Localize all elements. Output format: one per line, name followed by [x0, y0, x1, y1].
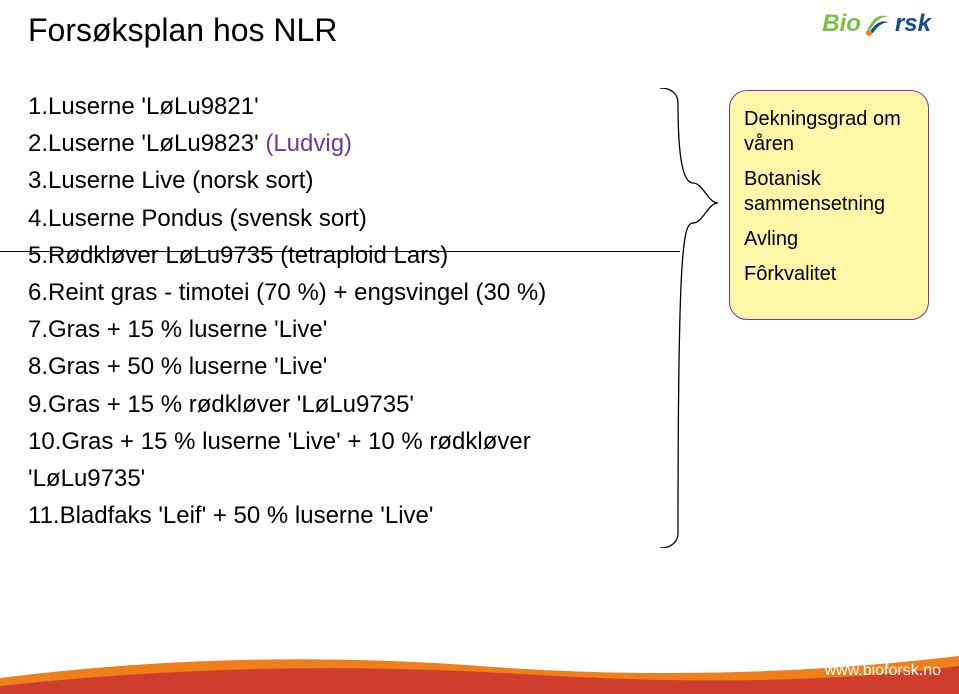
- item-prefix: 8.: [28, 353, 48, 380]
- item-text: Luserne 'LøLu9823': [48, 130, 265, 157]
- item-text: Reint gras - timotei (70 %) + engsvingel…: [48, 279, 546, 306]
- list-item: 4.Luserne Pondus (svensk sort): [28, 200, 628, 237]
- footer-url: www.bioforsk.no: [825, 662, 942, 680]
- callout-box: Dekningsgrad om våren Botanisk sammenset…: [729, 90, 929, 320]
- item-text: Rødkløver LøLu9735 (tetraploid Lars): [48, 242, 448, 269]
- experiment-list: 1.Luserne 'LøLu9821' 2.Luserne 'LøLu9823…: [28, 88, 628, 534]
- list-item: 7.Gras + 15 % luserne 'Live': [28, 311, 628, 348]
- callout-text: Fôrkvalitet: [744, 262, 914, 287]
- list-item: 6.Reint gras - timotei (70 %) + engsving…: [28, 274, 628, 311]
- logo-icon: [865, 11, 891, 37]
- item-prefix: 3.: [28, 167, 48, 194]
- list-item: 5.Rødkløver LøLu9735 (tetraploid Lars): [28, 237, 628, 274]
- item-text: Luserne Live (norsk sort): [48, 167, 313, 194]
- item-prefix: 4.: [28, 205, 48, 232]
- callout-text: Avling: [744, 227, 914, 252]
- divider-line: [0, 251, 680, 252]
- item-text: Bladfaks 'Leif' + 50 % luserne 'Live': [60, 502, 434, 529]
- list-item: 1.Luserne 'LøLu9821': [28, 88, 628, 125]
- logo-text-forsk: rsk: [895, 10, 931, 38]
- item-prefix: 2.: [28, 130, 48, 157]
- slide: Bio rsk Forsøksplan hos NLR 1.Luserne 'L…: [0, 0, 959, 694]
- list-item: 2.Luserne 'LøLu9823' (Ludvig): [28, 125, 628, 162]
- item-prefix: 5.: [28, 242, 48, 269]
- item-prefix: 9.: [28, 391, 48, 418]
- item-text: Luserne 'LøLu9821': [48, 93, 259, 120]
- item-prefix: 1.: [28, 93, 48, 120]
- footer-band: www.bioforsk.no: [0, 638, 959, 694]
- item-text: Gras + 15 % luserne 'Live' + 10 % rødklø…: [28, 428, 531, 492]
- bioforsk-logo: Bio rsk: [822, 10, 931, 38]
- item-prefix: 10.: [28, 428, 61, 455]
- list-item: 9.Gras + 15 % rødkløver 'LøLu9735': [28, 386, 628, 423]
- item-text: Gras + 15 % luserne 'Live': [48, 316, 327, 343]
- list-item: 8.Gras + 50 % luserne 'Live': [28, 348, 628, 385]
- list-item: 3.Luserne Live (norsk sort): [28, 162, 628, 199]
- item-prefix: 6.: [28, 279, 48, 306]
- brace-connector-icon: [648, 88, 738, 548]
- callout-text: Botanisk sammensetning: [744, 167, 914, 217]
- item-text: Luserne Pondus (svensk sort): [48, 205, 367, 232]
- item-prefix: 7.: [28, 316, 48, 343]
- item-prefix: 11.: [28, 502, 60, 529]
- item-text: Gras + 50 % luserne 'Live': [48, 353, 327, 380]
- item-text: Gras + 15 % rødkløver 'LøLu9735': [48, 391, 414, 418]
- slide-title: Forsøksplan hos NLR: [28, 12, 337, 49]
- callout-text: Dekningsgrad om våren: [744, 107, 914, 157]
- list-item: 10.Gras + 15 % luserne 'Live' + 10 % rød…: [28, 423, 628, 497]
- logo-text-bio: Bio: [822, 10, 861, 38]
- list-item: 11.Bladfaks 'Leif' + 50 % luserne 'Live': [28, 497, 628, 534]
- item-text-highlight: (Ludvig): [265, 130, 352, 157]
